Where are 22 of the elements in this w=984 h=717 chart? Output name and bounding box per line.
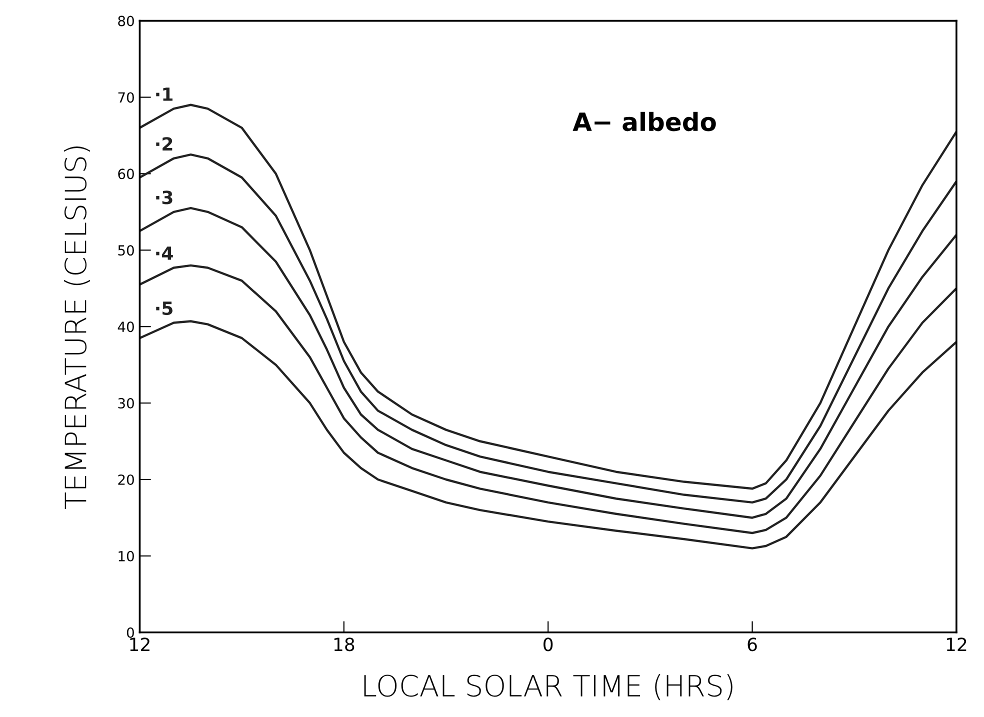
x-tick-label: 0 bbox=[544, 638, 553, 652]
y-tick-label: 70 bbox=[118, 92, 134, 103]
y-tick-label: 40 bbox=[118, 322, 134, 332]
y-axis-title: TEMPERATURE (CELSIUS) bbox=[64, 146, 90, 510]
series-label: ·4 bbox=[156, 246, 173, 260]
x-tick-label: 12 bbox=[946, 638, 966, 651]
y-tick-label: 20 bbox=[118, 474, 134, 485]
y-tick-label: 30 bbox=[118, 398, 134, 409]
y-tick-label: 80 bbox=[118, 16, 134, 26]
y-tick-label: 0 bbox=[126, 627, 134, 638]
y-tick-label: 60 bbox=[118, 168, 134, 180]
annotation: A− albedo bbox=[572, 112, 716, 132]
series-label: ·1 bbox=[156, 88, 172, 101]
x-axis-title: LOCAL SOLAR TIME (HRS) bbox=[364, 674, 732, 700]
series-label: ·5 bbox=[156, 302, 172, 316]
x-tick-label: 18 bbox=[334, 638, 354, 652]
x-tick-label: 12 bbox=[130, 638, 150, 651]
series-label: ·2 bbox=[156, 137, 172, 150]
y-tick-label: 50 bbox=[118, 245, 134, 256]
series-label: ·3 bbox=[156, 190, 172, 204]
x-tick-label: 6 bbox=[748, 638, 757, 652]
y-tick-label: 10 bbox=[118, 550, 134, 562]
